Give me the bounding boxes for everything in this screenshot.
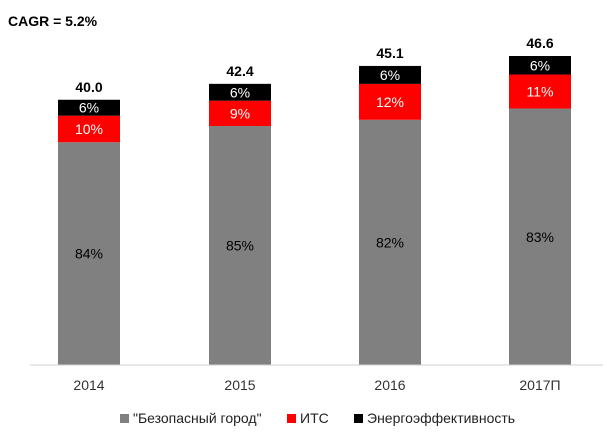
bar-segment-1-2014 [58,142,120,365]
total-label-2016: 45.1 [376,45,403,61]
segment-label-3-2016: 6% [380,67,400,83]
legend: "Безопасный город" ИТС Энергоэффективность [120,410,515,426]
total-label-2014: 40.0 [75,79,102,95]
bar-segment-2-2015 [209,100,271,127]
segment-label-2-2014: 10% [75,121,103,137]
segment-label-1-2017П: 83% [526,229,554,245]
segment-label-3-2015: 6% [230,84,250,100]
total-label-2015: 42.4 [226,63,253,79]
bar-segment-3-2014 [58,99,120,116]
legend-label-3: Энергоэффективность [367,410,515,426]
legend-swatch-1 [120,414,129,423]
x-tick-label-2017П: 2017П [519,377,560,393]
x-tick-label-2014: 2014 [73,377,104,393]
segment-label-2-2017П: 11% [527,84,554,100]
bar-segment-1-2017П [509,108,571,365]
segment-label-1-2014: 84% [75,246,103,262]
segment-label-3-2017П: 6% [530,57,550,73]
bar-segment-3-2015 [209,83,271,101]
legend-swatch-3 [354,414,363,423]
legend-label-2: ИТС [300,410,329,426]
bar-segment-2-2016 [359,83,421,120]
bar-segment-2-2014 [58,115,120,143]
segment-label-3-2014: 6% [79,100,99,116]
x-axis-ticks: 2014 2015 2016 2017П [73,377,560,393]
segment-label-2-2015: 9% [230,105,250,121]
bar-segment-2-2017П [509,74,571,109]
legend-label-1: "Безопасный город" [133,410,262,426]
segment-label-1-2016: 82% [376,234,404,250]
segment-label-2-2016: 12% [376,94,404,110]
bar-segment-1-2015 [209,126,271,366]
total-label-2017П: 46.6 [526,35,553,51]
plot-area: 84% 10% 6% 40.0 85% 9% 6% 42.4 82% 12% 6% 45.1 83% 11… [58,35,571,366]
legend-swatch-2 [287,414,296,423]
bar-segment-3-2017П [509,56,571,75]
cagr-annotation: CAGR = 5.2% [8,13,98,29]
bar-segment-3-2016 [359,65,421,84]
bar-segment-1-2016 [359,119,421,366]
x-tick-label-2015: 2015 [224,377,255,393]
segment-label-1-2015: 85% [226,238,254,254]
x-tick-label-2016: 2016 [374,377,405,393]
